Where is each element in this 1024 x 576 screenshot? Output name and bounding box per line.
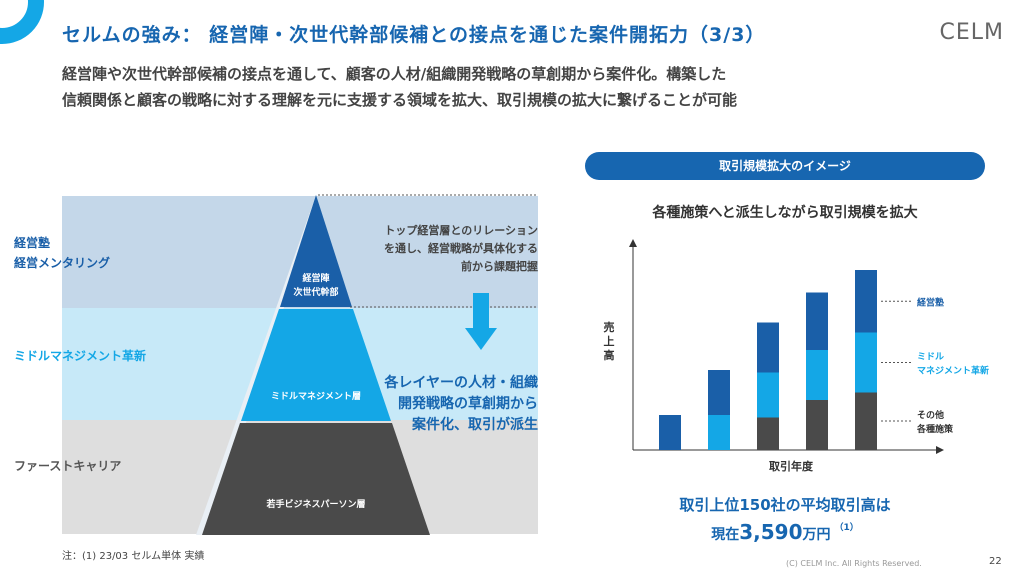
corner-decoration: [0, 0, 44, 44]
bar-segment-4-3: [806, 292, 828, 350]
summary-unit: 万円: [802, 527, 831, 543]
layer-label-middle: ミドルマネジメント革新: [14, 349, 147, 363]
legend-label-3-1: 経営塾: [917, 296, 944, 308]
page-title: セルムの強み： 経営陣・次世代幹部候補との接点を通じた案件開拓力（3/3）: [62, 24, 766, 46]
y-axis-arrow-icon: [629, 239, 637, 247]
subtitle-line-1: 経営陣や次世代幹部候補の接点を通して、顧客の人材/組織開発戦略の草創期から案件化…: [62, 65, 727, 83]
y-axis-label-char-3: 高: [604, 348, 615, 362]
bar-segment-1-3: [659, 415, 681, 450]
pyramid-bottom: [202, 423, 430, 535]
bar-segment-5-2: [855, 332, 877, 393]
legend-label-2-1: ミドル: [917, 352, 944, 363]
celm-logo: CELM: [939, 20, 1004, 45]
layer-label-top: 経営塾 経営メンタリング: [14, 236, 111, 270]
x-axis-label: 取引年度: [769, 459, 814, 473]
bar-segment-4-2: [806, 350, 828, 400]
bar-segment-3-2: [757, 372, 779, 418]
y-axis-label-char-1: 売: [604, 320, 615, 334]
subtitle-line-2: 信頼関係と顧客の戦略に対する理解を元に支援する領域を拡大、取引規模の拡大に繋げる…: [62, 91, 738, 109]
section-pill: 取引規模拡大のイメージ: [585, 152, 985, 180]
legend-label-2-2: マネジメント革新: [917, 365, 989, 377]
legend-label-1-2: 各種施策: [916, 423, 954, 435]
page-number: 22: [989, 556, 1002, 567]
summary-prefix: 現在: [711, 527, 740, 543]
pyramid-label-bottom: 若手ビジネスパーソン層: [266, 500, 366, 510]
y-axis-label-char-2: 上: [604, 334, 615, 348]
summary-value: 3,590: [739, 520, 803, 544]
copyright: (C) CELM Inc. All Rights Reserved.: [786, 559, 922, 568]
note-middle-derivation: 各レイヤーの人材・組織 開発戦略の草創期から 案件化、取引が派生: [384, 375, 538, 433]
bar-segment-2-2: [708, 415, 730, 450]
legend-label-1-1: その他: [917, 409, 944, 421]
summary-line-2: 現在3,590万円 （1）: [620, 520, 950, 544]
page-subtitle: 経営陣や次世代幹部候補の接点を通して、顧客の人材/組織開発戦略の草創期から案件化…: [62, 61, 962, 113]
pyramid-label-middle: ミドルマネジメント層: [270, 392, 361, 402]
footnote: 注：(1) 23/03 セルム単体 実績: [62, 551, 205, 562]
summary-note: （1）: [834, 523, 859, 533]
bar-segment-5-1: [855, 392, 877, 450]
down-arrow-icon: [465, 293, 497, 350]
bar-segment-3-3: [757, 322, 779, 373]
x-axis-arrow-icon: [936, 446, 944, 454]
pyramid-top: [280, 195, 352, 307]
pyramid-shadow: [196, 195, 316, 535]
bar-segment-4-1: [806, 400, 828, 450]
layer-label-bottom: ファーストキャリア: [14, 459, 122, 473]
summary-line-1: 取引上位150社の平均取引高は: [679, 496, 891, 514]
note-top-relation: トップ経営層とのリレーション を通し、経営戦略が具体化する 前から課題把握: [384, 224, 538, 273]
pyramid-middle: [241, 309, 391, 421]
pyramid-label-top: 経営陣 次世代幹部: [293, 274, 339, 298]
bar-segment-5-3: [855, 270, 877, 333]
bar-segment-2-3: [708, 370, 730, 415]
bar-segment-3-1: [757, 417, 779, 450]
chart-title: 各種施策へと派生しながら取引規模を拡大: [652, 205, 918, 221]
